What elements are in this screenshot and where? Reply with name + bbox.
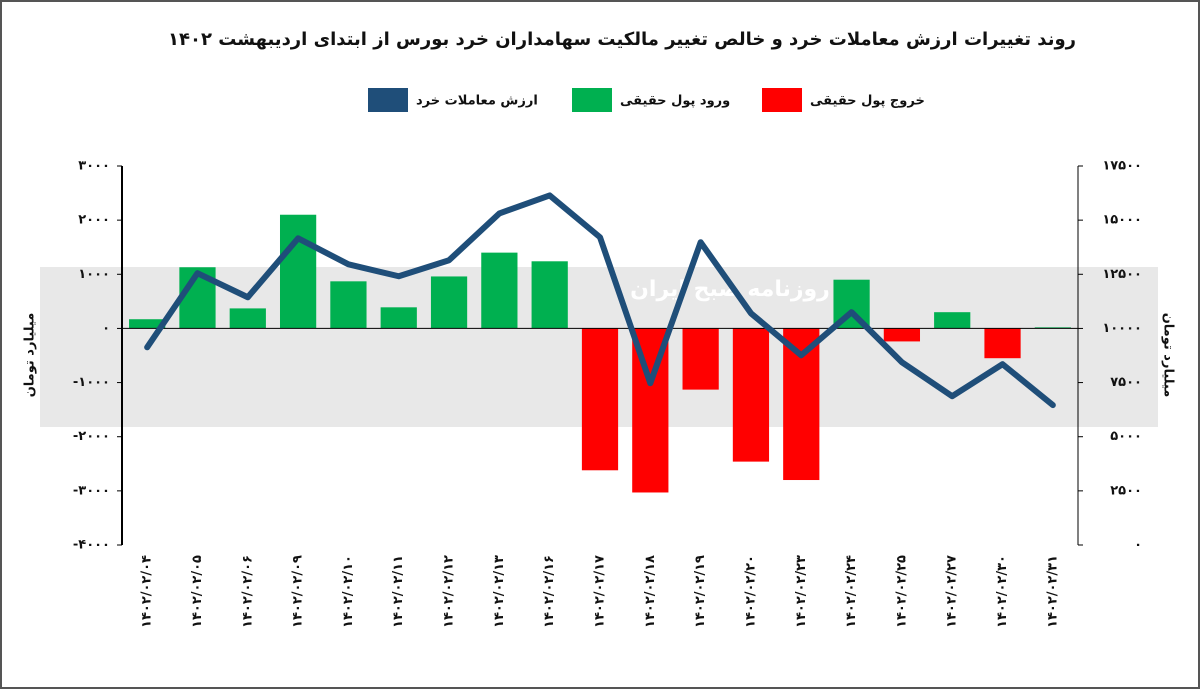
y-tick-label: ۲۰۰۰: [78, 213, 110, 228]
y-tick-label: -۴۰۰۰: [73, 538, 110, 553]
legend-label: ارزش معاملات خرد: [416, 94, 538, 109]
bar: [330, 281, 367, 329]
x-tick-label: ۱۴۰۲/۰۲/۱۸: [643, 555, 658, 628]
line: [144, 192, 1056, 409]
y2-axis-label: میلیارد تومان: [1161, 313, 1176, 398]
y2-tick-label: ۲۵۰۰: [1110, 483, 1142, 498]
bar: [1034, 327, 1071, 329]
x-tick-label: ۱۴۰۲/۰۲/۰۶: [240, 555, 255, 628]
y-tick-label: -۲۰۰۰: [73, 429, 110, 444]
x-tick-label: ۱۴۰۲/۰۲/۱۷: [593, 555, 608, 628]
bar: [531, 261, 568, 329]
x-tick-label: ۱۴۰۲/۰۲/۱۱: [391, 555, 406, 628]
x-tick-label: ۱۴۰۲/۰۲/۲۰: [743, 555, 758, 628]
y2-tick-label: ۱۷۵۰۰: [1102, 159, 1142, 174]
x-tick-label: ۱۴۰۲/۰۲/۱۶: [542, 555, 557, 628]
x-tick-label: ۱۴۰۲/۰۲/۳۰: [995, 555, 1010, 628]
bar: [229, 308, 266, 329]
x-tick-label: ۱۴۰۲/۰۲/۳۱: [1045, 555, 1060, 628]
bar: [934, 312, 971, 329]
bar: [581, 328, 619, 471]
legend-swatch: [762, 88, 802, 112]
bar: [883, 328, 921, 342]
bar: [481, 252, 518, 329]
x-tick-label: ۱۴۰۲/۰۲/۲۷: [945, 555, 960, 628]
bar: [984, 328, 1021, 359]
y2-tick-label: ۱۵۰۰۰: [1102, 213, 1142, 228]
x-tick-label: ۱۴۰۲/۰۲/۰۴: [140, 555, 155, 628]
x-tick-label: ۱۴۰۲/۰۲/۱۹: [693, 555, 708, 628]
x-tick-label: ۱۴۰۲/۰۲/۰۵: [190, 555, 205, 628]
bar: [783, 328, 820, 481]
legend-swatch: [368, 88, 408, 112]
x-tick-label: ۱۴۰۲/۰۲/۱۰: [341, 555, 356, 628]
x-tick-label: ۱۴۰۲/۰۲/۱۲: [442, 555, 457, 628]
y-tick-label: -۱۰۰۰: [73, 375, 110, 390]
legend-swatch: [572, 88, 612, 112]
y2-tick-label: ۰: [1134, 538, 1142, 553]
y-axis-label: میلیارد تومان: [23, 313, 38, 398]
bar: [682, 328, 719, 390]
x-tick-label: ۱۴۰۲/۰۲/۲۴: [844, 555, 859, 628]
y2-tick-label: ۱۲۵۰۰: [1102, 267, 1142, 282]
chart-title: روند تغییرات ارزش معاملات خرد و خالص تغی…: [168, 29, 1076, 50]
bar: [279, 214, 317, 329]
x-tick-label: ۱۴۰۲/۰۲/۲۳: [794, 555, 809, 628]
y-tick-label: ۳۰۰۰: [78, 159, 110, 174]
x-tick-label: ۱۴۰۲/۰۲/۰۹: [291, 555, 306, 628]
bar: [732, 328, 770, 462]
bar: [129, 319, 166, 329]
bar: [380, 307, 417, 329]
legend-label: ورود پول حقیقی: [620, 94, 730, 109]
x-tick-label: ۱۴۰۲/۰۲/۱۳: [492, 555, 507, 628]
legend-label: خروج پول حقیقی: [810, 94, 925, 109]
y2-tick-label: ۵۰۰۰: [1110, 429, 1142, 444]
y-tick-label: ۰: [102, 321, 110, 336]
y-tick-label: -۳۰۰۰: [73, 483, 110, 498]
x-tick-label: ۱۴۰۲/۰۲/۲۵: [894, 555, 909, 628]
y-tick-label: ۱۰۰۰: [78, 267, 110, 282]
bar: [430, 276, 468, 329]
y2-tick-label: ۱۰۰۰۰: [1102, 321, 1142, 336]
y2-tick-label: ۷۵۰۰: [1110, 375, 1142, 390]
